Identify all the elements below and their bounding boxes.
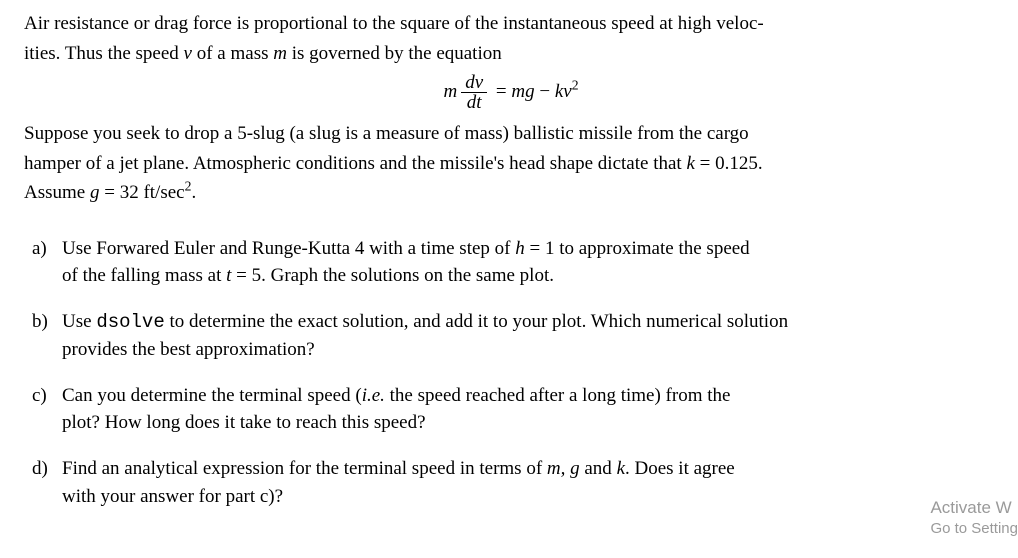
text: Find an analytical expression for the te…	[62, 458, 547, 479]
text: . Does it agree	[625, 458, 735, 479]
eq-dv: dv	[461, 73, 487, 93]
eq-m: m	[443, 81, 457, 102]
intro-line-1: Air resistance or drag force is proporti…	[24, 10, 998, 38]
item-c-label: c)	[24, 382, 62, 437]
item-b-body: Use dsolve to determine the exact soluti…	[62, 308, 998, 364]
text: plot? How long does it take to reach thi…	[62, 412, 426, 433]
watermark-line-2: Go to Setting	[930, 519, 1018, 539]
text: to determine the exact solution, and add…	[165, 311, 788, 332]
text: ities. Thus the speed	[24, 43, 184, 64]
text: = 5. Graph the solutions on the same plo…	[231, 265, 554, 286]
eq-dt: dt	[461, 93, 487, 112]
text: provides the best approximation?	[62, 339, 315, 360]
var-h: h	[515, 238, 525, 259]
var-v: v	[184, 43, 192, 64]
text: and	[580, 458, 617, 479]
text: Use Forwared Euler and Runge-Kutta 4 wit…	[62, 238, 515, 259]
text: is governed by the equation	[287, 43, 502, 64]
item-d-label: d)	[24, 455, 62, 510]
item-d: d) Find an analytical expression for the…	[24, 455, 998, 510]
item-c: c) Can you determine the terminal speed …	[24, 382, 998, 437]
text: of the falling mass at	[62, 265, 226, 286]
governing-equation: mdvdt = mg − kv2	[24, 73, 998, 112]
text: with your answer for part c)?	[62, 486, 283, 507]
item-d-body: Find an analytical expression for the te…	[62, 455, 998, 510]
text: hamper of a jet plane. Atmospheric condi…	[24, 153, 686, 174]
item-a-body: Use Forwared Euler and Runge-Kutta 4 wit…	[62, 235, 998, 290]
code-dsolve: dsolve	[96, 311, 164, 333]
text: the speed reached after a long time) fro…	[385, 385, 731, 406]
text: .	[191, 182, 196, 203]
var-m: m	[273, 43, 287, 64]
activate-windows-watermark: Activate W Go to Setting	[930, 497, 1018, 539]
eq-square: 2	[572, 78, 579, 93]
item-b: b) Use dsolve to determine the exact sol…	[24, 308, 998, 364]
question-list: a) Use Forwared Euler and Runge-Kutta 4 …	[24, 235, 998, 510]
text: Assume	[24, 182, 90, 203]
item-b-label: b)	[24, 308, 62, 364]
eq-k: k	[555, 81, 563, 102]
text: Can you determine the terminal speed (	[62, 385, 362, 406]
item-c-body: Can you determine the terminal speed (i.…	[62, 382, 998, 437]
setup-line-2: hamper of a jet plane. Atmospheric condi…	[24, 150, 998, 178]
text: = 32 ft/sec	[99, 182, 184, 203]
var-k2: k	[617, 458, 625, 479]
text: of a mass	[192, 43, 273, 64]
eq-mg: mg	[511, 81, 534, 102]
eq-v: v	[563, 81, 571, 102]
ie: i.e.	[362, 385, 385, 406]
text: = 1 to approximate the speed	[525, 238, 750, 259]
eq-minus: −	[535, 81, 555, 102]
text: Use	[62, 311, 96, 332]
eq-fraction: dvdt	[461, 73, 487, 112]
setup-line-1: Suppose you seek to drop a 5-slug (a slu…	[24, 120, 998, 148]
intro-line-2: ities. Thus the speed v of a mass m is g…	[24, 40, 998, 68]
vars-mg: m, g	[547, 458, 580, 479]
eq-equals: =	[491, 81, 511, 102]
setup-line-3: Assume g = 32 ft/sec2.	[24, 179, 998, 207]
item-a: a) Use Forwared Euler and Runge-Kutta 4 …	[24, 235, 998, 290]
var-k: k	[686, 153, 694, 174]
text: = 0.125.	[695, 153, 763, 174]
watermark-line-1: Activate W	[930, 497, 1018, 519]
item-a-label: a)	[24, 235, 62, 290]
